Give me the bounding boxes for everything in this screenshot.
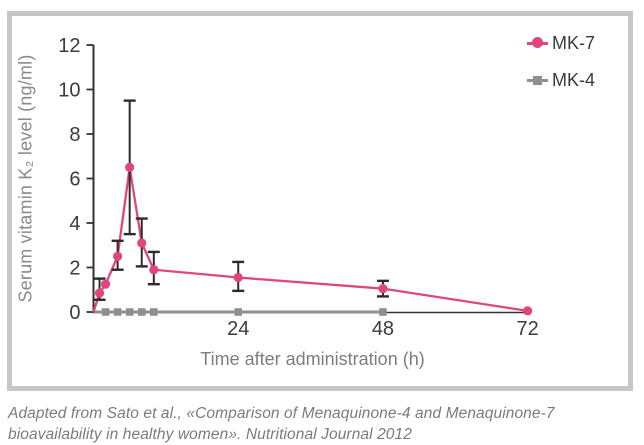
legend: MK-7 MK-4 [527,32,595,106]
x-axis-title: Time after administration (h) [200,349,425,369]
mk7-circle-marker [378,284,388,294]
legend-label-mk4: MK-4 [552,69,596,90]
y-tick-label: 6 [69,169,80,191]
y-tick-label: 12 [58,35,80,57]
y-tick-label: 8 [69,124,80,146]
y-tick-label: 4 [69,213,80,235]
mk7-circle-marker [523,306,533,316]
mk7-circle-marker [100,279,111,289]
y-tick-label: 10 [58,80,80,102]
y-tick-label: 2 [69,258,80,280]
mk4-square-marker [113,308,122,316]
mk7-circle-marker [113,251,123,261]
mk7-circle-marker [94,288,105,298]
chart-frame [7,11,633,391]
mk7-circle-marker [125,162,135,172]
y-tick-label: 0 [69,302,80,324]
legend-label-mk7: MK-7 [552,32,596,53]
x-tick-label: 48 [372,318,394,340]
mk4-line-square-marker-icon [527,73,548,87]
mk7-circle-marker [233,272,243,283]
y-axis-title: Serum vitamin K₂ level (ng/ml) [15,54,36,303]
mk7-circle-marker [137,238,147,248]
mk4-square-marker [101,308,110,316]
mk4-square-marker [137,308,146,316]
mk4-square-marker [125,308,134,316]
caption-line-1: Adapted from Sato et al., «Comparison of… [8,405,555,422]
mk4-square-marker [234,308,243,316]
mk7-circle-marker [149,265,159,275]
source-caption: Adapted from Sato et al., «Comparison of… [8,403,555,445]
x-tick-label: 24 [227,318,249,340]
mk4-square-marker [379,308,387,316]
legend-item-mk4: MK-4 [527,69,595,91]
legend-item-mk7: MK-7 [527,32,595,54]
mk4-square-marker [150,308,158,316]
mk7-line-circle-marker-icon [527,36,548,50]
caption-line-2: bioavailability in healthy women». Nutri… [8,426,412,444]
mk7-line [92,167,528,313]
x-tick-label: 72 [517,318,539,340]
